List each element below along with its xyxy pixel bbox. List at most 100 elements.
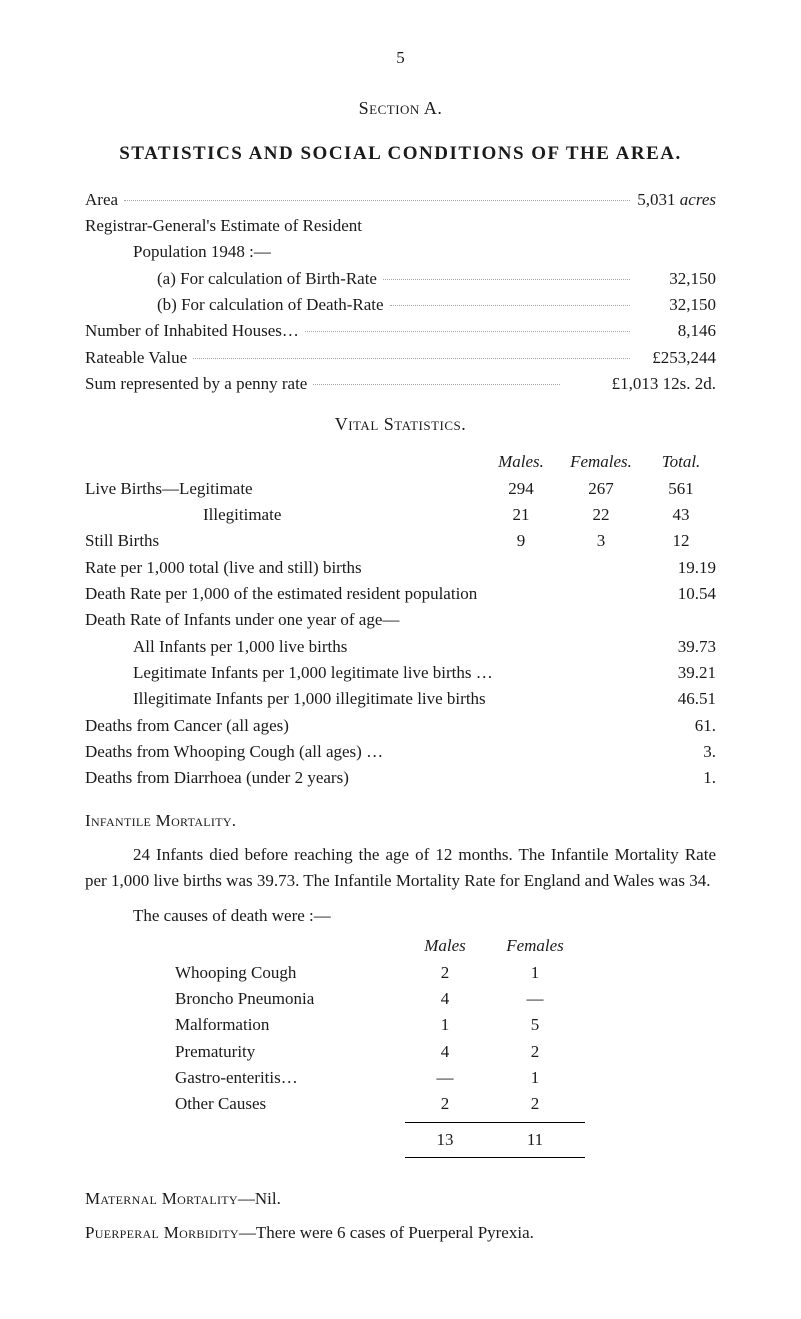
maternal-label: Maternal Mortality [85,1189,238,1208]
legit-females: 267 [556,476,646,502]
section-label: Section A. [85,95,716,123]
cause-f: 1 [485,1065,585,1091]
dot-leader [313,384,560,385]
cause-f: 1 [485,960,585,986]
rateable-label: Rateable Value [85,345,187,371]
cause-f: 2 [485,1039,585,1065]
cause-m: 2 [405,960,485,986]
vital-table-header: Males. Females. Total. [85,449,716,475]
table-row: Other Causes 2 2 [175,1091,716,1117]
illeg-infants-value: 46.51 [646,686,716,712]
houses-value: 8,146 [636,318,716,344]
still-total: 12 [646,528,716,554]
rate1000-row: Rate per 1,000 total (live and still) bi… [85,555,716,581]
vital-table: Males. Females. Total. Live Births—Legit… [85,449,716,554]
area-label: Area [85,187,118,213]
cause-f: 2 [485,1091,585,1117]
vital-heading: Vital Statistics. [85,411,716,439]
deathrate1000-value: 10.54 [646,581,716,607]
maternal-value: —Nil. [238,1189,281,1208]
diarrhoea-row: Deaths from Diarrhoea (under 2 years) 1. [85,765,716,791]
cause-label: Gastro-enteritis… [175,1065,405,1091]
illegit-females: 22 [556,502,646,528]
col-males: Males. [486,449,556,475]
houses-row: Number of Inhabited Houses… 8,146 [85,318,716,344]
cancer-label: Deaths from Cancer (all ages) [85,713,646,739]
puerperal-label: Puerperal Morbidity [85,1223,239,1242]
table-row: Malformation 1 5 [175,1012,716,1038]
cause-label: Whooping Cough [175,960,405,986]
all-infants-row: All Infants per 1,000 live births 39.73 [85,634,716,660]
cause-m: 4 [405,986,485,1012]
cause-m: 2 [405,1091,485,1117]
causes-table: Males Females Whooping Cough 2 1 Broncho… [175,933,716,1158]
maternal-line: Maternal Mortality—Nil. [85,1186,716,1212]
leg-infants-value: 39.21 [646,660,716,686]
whooping-row: Deaths from Whooping Cough (all ages) … … [85,739,716,765]
cause-label: Broncho Pneumonia [175,986,405,1012]
rate1000-label: Rate per 1,000 total (live and still) bi… [85,555,646,581]
legit-total: 561 [646,476,716,502]
whooping-value: 3. [646,739,716,765]
diarrhoea-value: 1. [646,765,716,791]
illeg-infants-row: Illegitimate Infants per 1,000 illegitim… [85,686,716,712]
page-number: 5 [85,45,716,71]
puerperal-text: —There were 6 cases of Puerperal Pyrexia… [239,1223,534,1242]
area-number: 5,031 [637,190,675,209]
cause-label: Malformation [175,1012,405,1038]
cancer-row: Deaths from Cancer (all ages) 61. [85,713,716,739]
registrar-heading: Registrar-General's Estimate of Resident [85,213,716,239]
table-row: Prematurity 4 2 [175,1039,716,1065]
infantile-para: 24 Infants died before reaching the age … [85,842,716,895]
causes-col-males: Males [405,933,485,959]
causes-total-row: 13 11 [175,1122,716,1153]
causes-col-females: Females [485,933,585,959]
birthrate-value: 32,150 [636,266,716,292]
col-total: Total. [646,449,716,475]
legit-label: Live Births—Legitimate [85,476,486,502]
cause-m: 1 [405,1012,485,1038]
cause-m: — [405,1065,485,1091]
deathrate1000-label: Death Rate per 1,000 of the estimated re… [85,581,646,607]
causes-rule-row [175,1157,716,1158]
causes-intro: The causes of death were :— [85,903,716,929]
all-infants-label: All Infants per 1,000 live births [133,634,646,660]
area-unit: acres [680,190,716,209]
cause-m: 4 [405,1039,485,1065]
dot-leader [124,200,630,201]
population-label: Population 1948 :— [85,239,716,265]
leg-infants-row: Legitimate Infants per 1,000 legitimate … [85,660,716,686]
deathrate1000-row: Death Rate per 1,000 of the estimated re… [85,581,716,607]
dot-leader [305,331,630,332]
rateable-row: Rateable Value £253,244 [85,345,716,371]
leg-infants-label: Legitimate Infants per 1,000 legitimate … [133,660,646,686]
diarrhoea-label: Deaths from Diarrhoea (under 2 years) [85,765,646,791]
illegit-total: 43 [646,502,716,528]
main-heading: STATISTICS AND SOCIAL CONDITIONS OF THE … [85,139,716,168]
pennyrate-row: Sum represented by a penny rate £1,013 1… [85,371,716,397]
pennyrate-label: Sum represented by a penny rate [85,371,307,397]
table-row: Live Births—Legitimate 294 267 561 [85,476,716,502]
cancer-value: 61. [646,713,716,739]
cause-f: — [485,986,585,1012]
cause-f: 5 [485,1012,585,1038]
houses-label: Number of Inhabited Houses… [85,318,299,344]
area-value: 5,031 acres [636,187,716,213]
causes-total-f: 11 [485,1122,585,1153]
legit-males: 294 [486,476,556,502]
dot-leader [390,305,630,306]
puerperal-line: Puerperal Morbidity—There were 6 cases o… [85,1220,716,1246]
birthrate-row: (a) For calculation of Birth-Rate 32,150 [85,266,716,292]
infantile-heading: Infantile Mortality. [85,808,716,834]
table-row: Still Births 9 3 12 [85,528,716,554]
cause-label: Other Causes [175,1091,405,1117]
dot-leader [383,279,630,280]
col-females: Females. [556,449,646,475]
illeg-infants-label: Illegitimate Infants per 1,000 illegitim… [133,686,646,712]
infant-rate-heading: Death Rate of Infants under one year of … [85,607,716,633]
whooping-label: Deaths from Whooping Cough (all ages) … [85,739,646,765]
all-infants-value: 39.73 [646,634,716,660]
causes-total-m: 13 [405,1122,485,1153]
table-row: Illegitimate 21 22 43 [85,502,716,528]
table-row: Broncho Pneumonia 4 — [175,986,716,1012]
